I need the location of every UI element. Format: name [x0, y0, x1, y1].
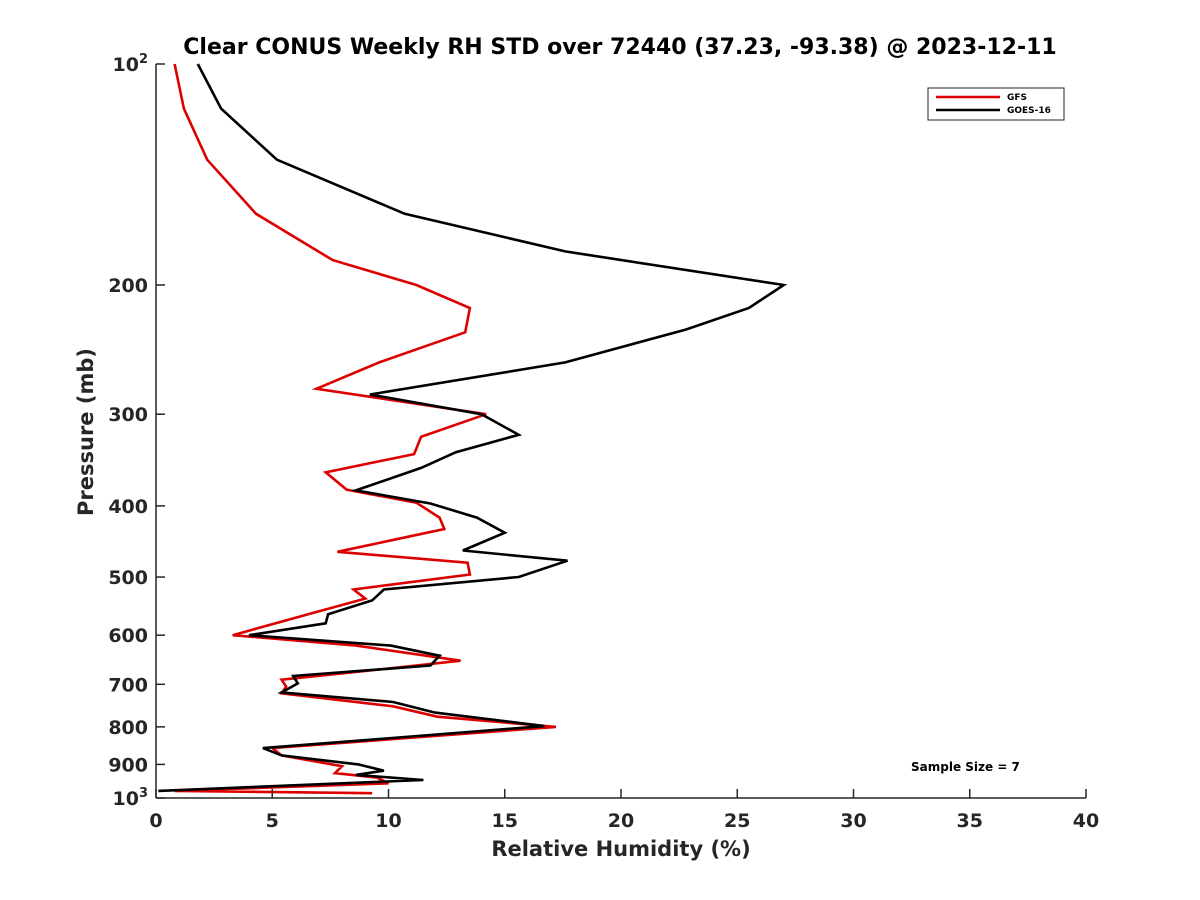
y-tick-label: 102: [113, 52, 149, 76]
y-tick-label: 900: [108, 754, 148, 776]
legend: GFS GOES-16: [927, 87, 1065, 121]
x-tick-label: 5: [266, 810, 279, 832]
legend-label-gfs: GFS: [1007, 93, 1027, 103]
series-line-gfs: [173, 63, 557, 795]
plot-background: [156, 64, 1086, 798]
legend-label-goes16: GOES-16: [1007, 106, 1051, 116]
y-tick-label: 500: [108, 567, 148, 589]
sample-size-annotation: Sample Size = 7: [911, 760, 1020, 774]
x-tick-label: 20: [608, 810, 634, 832]
x-tick-label: 10: [375, 810, 401, 832]
x-tick-label: 40: [1073, 810, 1099, 832]
y-tick-label: 700: [108, 674, 148, 696]
y-tick-label: 800: [108, 717, 148, 739]
plot-area: [156, 64, 1086, 798]
y-tick-label: 300: [108, 404, 148, 426]
x-axis-ticks: 0 5 10 15 20 25 30 35 40: [149, 789, 1099, 832]
y-tick-label: 200: [108, 275, 148, 297]
y-axis-ticks: 102 200 300 400 500 600 700 800 900 103: [108, 52, 165, 810]
series-layer: [158, 63, 788, 795]
x-axis-label: Relative Humidity (%): [491, 837, 750, 861]
x-tick-label: 0: [149, 810, 162, 832]
y-axis-label: Pressure (mb): [74, 348, 98, 516]
series-line-goes16: [158, 63, 788, 793]
x-tick-label: 25: [724, 810, 750, 832]
y-tick-label: 400: [108, 496, 148, 518]
chart-title: Clear CONUS Weekly RH STD over 72440 (37…: [183, 35, 1056, 60]
y-tick-label: 103: [113, 786, 149, 810]
y-tick-label: 600: [108, 625, 148, 647]
x-tick-label: 15: [492, 810, 518, 832]
x-tick-label: 35: [957, 810, 983, 832]
legend-box: [927, 87, 1065, 121]
x-tick-label: 30: [840, 810, 866, 832]
